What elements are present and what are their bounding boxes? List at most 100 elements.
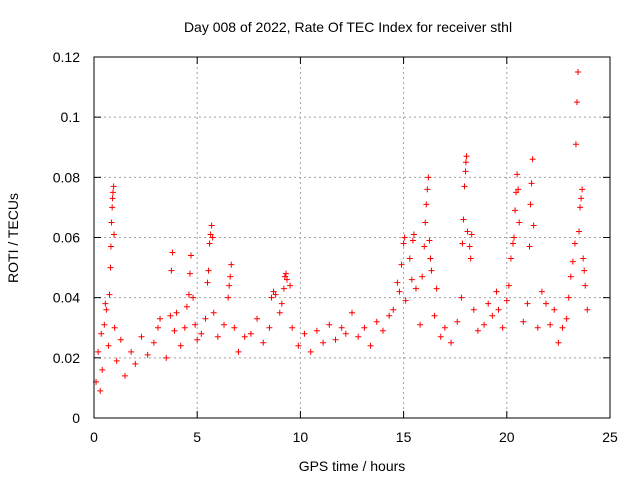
data-point — [423, 201, 430, 208]
data-point — [489, 312, 496, 319]
data-point — [410, 231, 417, 238]
x-tick-label: 0 — [90, 429, 98, 445]
data-point — [132, 360, 139, 367]
axis-ticks: 0 5 10 15 20 25 0 0.02 0.04 0.06 0.08 0.1 0.12 — [53, 49, 618, 445]
data-point — [247, 330, 254, 337]
chart-title: Day 008 of 2022, Rate Of TEC Index for r… — [184, 19, 512, 35]
data-point — [226, 282, 233, 289]
data-point — [107, 264, 114, 271]
data-point — [241, 333, 248, 340]
data-point — [520, 318, 527, 325]
data-point — [194, 336, 201, 343]
data-point — [206, 240, 213, 247]
data-point — [272, 291, 279, 298]
data-point — [441, 324, 448, 331]
data-points — [93, 69, 591, 394]
data-point — [373, 318, 380, 325]
data-point — [97, 387, 104, 394]
x-tick-label: 15 — [396, 429, 412, 445]
data-point — [524, 300, 531, 307]
data-point — [301, 330, 308, 337]
data-point — [109, 204, 116, 211]
data-point — [462, 159, 469, 166]
data-point — [209, 234, 216, 241]
data-point — [577, 204, 584, 211]
data-point — [538, 288, 545, 295]
data-point — [214, 333, 221, 340]
data-point — [109, 189, 116, 196]
data-point — [177, 342, 184, 349]
data-point — [398, 261, 405, 268]
data-point — [394, 279, 401, 286]
data-point — [379, 327, 386, 334]
data-point — [109, 195, 116, 202]
data-point — [503, 297, 510, 304]
data-point — [205, 267, 212, 274]
data-point — [157, 315, 164, 322]
data-point — [163, 354, 170, 361]
x-tick-label: 10 — [293, 429, 309, 445]
data-point — [428, 267, 435, 274]
data-point — [101, 321, 108, 328]
data-point — [514, 171, 521, 178]
data-point — [235, 348, 242, 355]
data-point — [150, 339, 157, 346]
data-point — [579, 186, 586, 193]
data-point — [185, 291, 192, 298]
data-point — [307, 348, 314, 355]
data-point — [332, 336, 339, 343]
data-point — [584, 306, 591, 313]
data-point — [515, 186, 522, 193]
data-point — [181, 324, 188, 331]
data-point — [467, 255, 474, 262]
data-point — [188, 252, 195, 259]
data-point — [551, 306, 558, 313]
data-point — [421, 243, 428, 250]
data-point — [422, 219, 429, 226]
data-point — [254, 315, 261, 322]
data-point — [401, 234, 408, 241]
data-point — [567, 273, 574, 280]
data-point — [108, 219, 115, 226]
data-point — [505, 282, 512, 289]
data-point — [173, 309, 180, 316]
data-point — [105, 342, 112, 349]
data-point — [458, 294, 465, 301]
data-point — [481, 321, 488, 328]
data-point — [425, 174, 432, 181]
data-point — [402, 297, 409, 304]
data-point — [278, 300, 285, 307]
data-point — [569, 258, 576, 265]
data-point — [507, 255, 514, 262]
y-tick-label: 0.06 — [53, 230, 80, 246]
data-point — [461, 183, 468, 190]
data-point — [460, 216, 467, 223]
data-point — [106, 291, 113, 298]
data-point — [128, 348, 135, 355]
y-axis-label: ROTI / TECUs — [5, 193, 21, 283]
data-point — [528, 180, 535, 187]
data-point — [111, 231, 118, 238]
y-tick-label: 0.04 — [53, 290, 80, 306]
data-point — [474, 327, 481, 334]
data-point — [526, 243, 533, 250]
data-point — [110, 183, 117, 190]
data-point — [326, 321, 333, 328]
data-point — [534, 324, 541, 331]
data-point — [192, 321, 199, 328]
data-point — [390, 306, 397, 313]
data-point — [406, 255, 413, 262]
data-point — [228, 261, 235, 268]
data-point — [98, 330, 105, 337]
data-point — [527, 201, 534, 208]
data-point — [463, 153, 470, 160]
data-point — [572, 141, 579, 148]
data-point — [431, 312, 438, 319]
data-point — [499, 324, 506, 331]
data-point — [208, 222, 215, 229]
data-point — [103, 306, 110, 313]
y-tick-label: 0.08 — [53, 169, 80, 185]
data-point — [412, 285, 419, 292]
data-point — [580, 255, 587, 262]
